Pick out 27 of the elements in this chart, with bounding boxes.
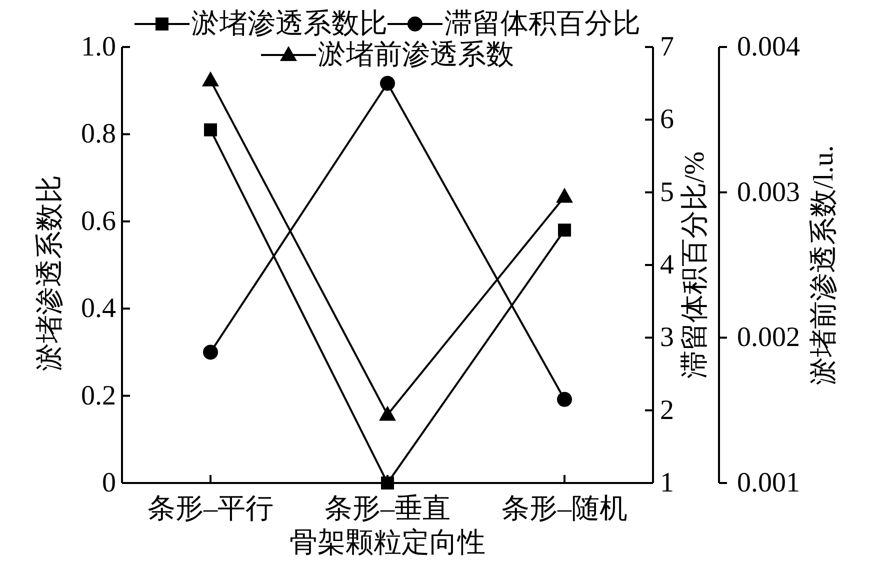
y-axis-title: 淤堵渗透系数比 [34,175,66,371]
y-tick-label: 0.2 [81,380,116,412]
y3-tick-label: 0.004 [737,32,800,62]
x-tick-label: 条形–平行 [148,494,274,524]
y2-tick-label: 4 [660,250,674,280]
y-tick-label: 1.0 [81,32,116,62]
y3-axis-title: 淤堵前渗透系数/l.u. [808,145,840,385]
y-tick-label: 0.8 [81,118,116,150]
y2-tick-label: 7 [660,32,674,62]
y3-tick-label: 0.002 [737,322,800,354]
legend-label: 淤堵渗透系数比 [192,8,388,40]
y2-axis-title: 滞留体积百分比/% [680,151,710,379]
x-tick-label: 条形–随机 [502,494,628,524]
y-tick-label: 0 [102,468,116,498]
y3-tick-label: 0.003 [737,176,800,208]
legend-label: 淤堵前渗透系数 [318,40,514,70]
y2-tick-label: 1 [660,468,674,498]
y2-tick-label: 5 [660,176,674,208]
x-axis-title: 骨架颗粒定向性 [290,528,486,558]
y2-tick-label: 6 [660,104,674,136]
y-tick-label: 0.6 [81,206,116,237]
x-tick-label: 条形–垂直 [324,494,450,524]
y-tick-label: 0.4 [81,293,116,324]
y2-tick-label: 2 [660,394,674,426]
legend-label: 滞留体积百分比 [444,8,640,40]
y3-tick-label: 0.001 [737,468,800,498]
y2-tick-label: 3 [660,322,674,354]
